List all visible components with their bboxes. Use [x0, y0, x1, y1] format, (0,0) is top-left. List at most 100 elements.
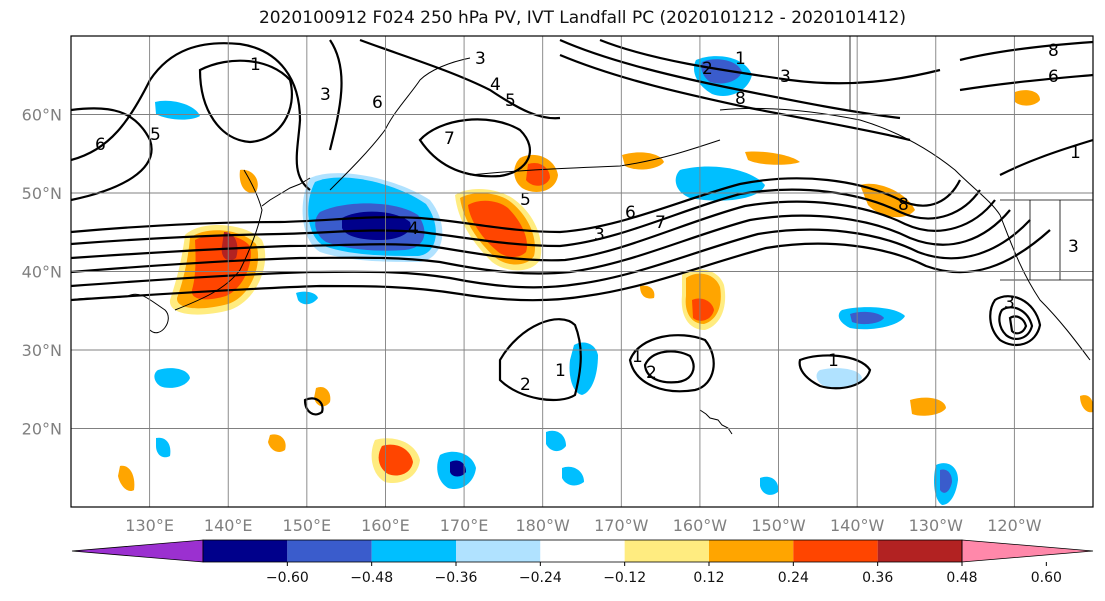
pv-contour [71, 199, 996, 262]
contour-label: 8 [1048, 41, 1059, 61]
anomaly-negative [816, 368, 862, 388]
contour-label: 2 [702, 59, 713, 79]
pv-contour [198, 59, 293, 144]
pv-contour [359, 38, 561, 120]
anomaly-positive [860, 183, 915, 218]
lon-label: 130°E [125, 516, 174, 535]
anomaly-positive [268, 434, 286, 453]
lat-label: 40°N [22, 263, 62, 282]
anomaly-positive [745, 151, 800, 165]
lon-label: 160°E [361, 516, 410, 535]
contour-label: 3 [594, 225, 605, 245]
anomaly-positive [118, 465, 135, 492]
contour-label: 8 [735, 89, 746, 109]
contour-label: 3 [1004, 293, 1015, 313]
coastline-kuril [261, 177, 311, 207]
contour-label: 5 [150, 125, 161, 145]
coastline-japan [174, 169, 263, 311]
colorbar-tick-label: 0.24 [778, 570, 809, 586]
colorbar-extend-high [961, 539, 1094, 563]
coastline-kamchatka [329, 57, 471, 191]
contour-label: 6 [1048, 67, 1059, 87]
anomaly-negative [546, 430, 566, 452]
contour-label: 4 [408, 219, 419, 239]
pv-contour [71, 188, 981, 248]
pv-contour [959, 40, 1093, 62]
contour-label: 8 [898, 195, 909, 215]
pv-contour [999, 138, 1093, 176]
pv-contour [418, 118, 531, 178]
pv-contour [989, 295, 1042, 347]
pv-contour [998, 306, 1034, 341]
coastlines [71, 57, 1091, 435]
contour-label: 2 [520, 375, 531, 395]
colorbar-frame [202, 539, 963, 563]
anomaly-negative [450, 460, 466, 477]
gridlines [71, 36, 1093, 507]
colorbar-swatch [371, 540, 456, 562]
longitude-labels: 130°E 140°E 150°E 160°E 170°E 180°W 170°W 160°W… [125, 516, 1041, 535]
colorbar-swatch [540, 540, 625, 562]
colorbar-swatch [287, 540, 372, 562]
anomaly-negative [940, 469, 952, 493]
pv-contour [71, 229, 1051, 302]
anomaly-negative [569, 342, 598, 395]
anomaly-negative [701, 59, 742, 84]
coastline-alaska [719, 107, 1001, 216]
pv-contour [71, 42, 311, 191]
anomaly-positive [378, 444, 413, 476]
lon-label: 170°E [440, 516, 489, 535]
anomaly-positive [1080, 395, 1093, 413]
colorbar-tick-label: 0.48 [946, 570, 977, 586]
lat-label: 30°N [22, 341, 62, 360]
colorbar-tick-label: −0.12 [603, 570, 646, 586]
colorbar-tick-label: −0.60 [266, 570, 309, 586]
coastline-aleutians [469, 139, 721, 176]
anomaly-positive [622, 152, 664, 170]
pv-contour [71, 219, 1031, 289]
anomaly-positive [1015, 90, 1040, 106]
contour-label: 1 [828, 351, 839, 371]
pv-anomaly-shading [118, 56, 1093, 505]
contour-label: 1 [1070, 143, 1081, 163]
colorbar-tick-label: 0.60 [1031, 570, 1062, 586]
contour-label: 6 [625, 203, 636, 223]
colorbar-tick-label: −0.24 [519, 570, 562, 586]
colorbar-swatch [793, 540, 878, 562]
lon-label: 140°E [204, 516, 253, 535]
colorbar-tick-label: −0.36 [435, 570, 478, 586]
lon-label: 150°E [283, 516, 332, 535]
contour-label: 3 [1068, 237, 1079, 257]
anomaly-negative [760, 476, 779, 495]
contour-label: 6 [95, 135, 106, 155]
contour-label: 4 [490, 75, 501, 95]
lon-label: 130°W [909, 516, 964, 535]
pv-contour [71, 209, 1011, 275]
anomaly-negative [850, 311, 884, 325]
colorbar-tick-label: 0.12 [693, 570, 724, 586]
contour-label: 3 [320, 85, 331, 105]
anomaly-positive [640, 285, 655, 299]
lat-label: 60°N [22, 106, 62, 125]
contour-label: 1 [250, 55, 261, 75]
anomaly-positive [221, 232, 238, 261]
contour-label: 1 [735, 49, 746, 69]
contour-labels: 1 3 6 3 4 5 7 5 6 7 3 4 1 2 3 8 6 8 1 8 … [95, 41, 1081, 395]
pv-contour [559, 38, 901, 120]
lon-label: 170°W [594, 516, 649, 535]
pv-contour [498, 318, 582, 402]
anomaly-positive [910, 397, 946, 416]
lon-label: 160°W [673, 516, 728, 535]
colorbar-tick-label: 0.36 [862, 570, 893, 586]
pv-contour [328, 39, 343, 151]
colorbar-extend-low [71, 539, 204, 563]
anomaly-negative [675, 166, 765, 201]
anomaly-negative [562, 466, 584, 486]
contour-label: 7 [444, 129, 455, 149]
anomaly-negative [156, 437, 171, 458]
lat-label: 50°N [22, 184, 62, 203]
contour-label: 1 [632, 347, 643, 367]
latitude-labels: 60°N 50°N 40°N 30°N 20°N [22, 106, 62, 439]
pv-contour [71, 177, 961, 234]
